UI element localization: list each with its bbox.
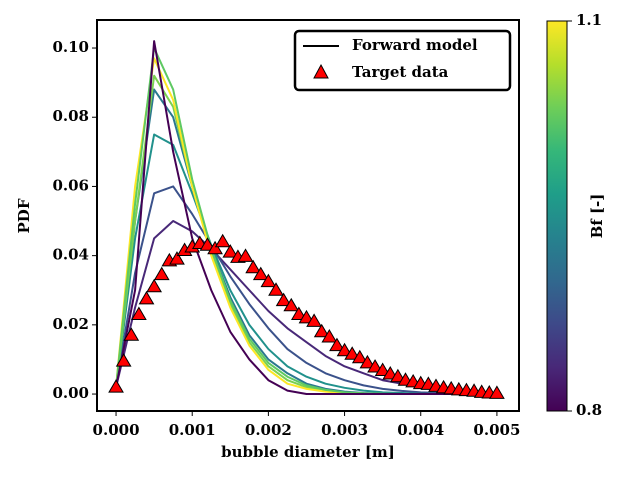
model-line [115,40,497,396]
legend-marker-swatch [313,63,329,79]
x-tick-label: 0.002 [245,421,292,439]
target-marker [252,266,269,281]
target-marker [344,346,361,360]
target-marker [146,278,163,293]
x-axis-label: bubble diameter [m] [221,443,395,461]
x-tick-label: 0.001 [169,421,216,439]
target-marker [283,297,300,312]
y-tick-label: 0.02 [52,315,89,333]
target-marker [374,362,391,377]
y-tick-label: 0.00 [52,384,89,402]
y-tick-label: 0.08 [52,107,89,125]
model-line [115,185,497,396]
x-tick-label: 0.004 [397,421,444,439]
legend-label: Target data [352,63,449,81]
y-tick-label: 0.06 [52,176,89,194]
target-marker [306,313,322,327]
plot-area [115,40,497,396]
target-marker [275,292,292,307]
target-marker [313,323,330,338]
legend: Forward model Target data [293,29,512,92]
target-marker [123,327,140,341]
colorbar-tick-label: 1.1 [576,11,602,29]
x-tick-label: 0.003 [321,421,368,439]
target-marker [207,240,223,255]
target-marker [153,266,170,281]
target-marker [199,237,216,251]
target-marker [245,259,262,274]
target-marker [115,353,132,367]
x-tick-label: 0.005 [473,421,520,439]
target-marker [214,233,231,248]
target-marker [131,306,147,320]
target-marker [351,349,368,364]
y-tick-label: 0.04 [52,246,89,264]
target-marker [367,359,383,373]
legend-box [293,29,512,92]
target-marker [222,244,239,258]
colorbar-label: Bf [-] [588,194,606,239]
model-line [115,220,497,395]
target-marker [390,368,406,383]
target-marker [329,337,345,352]
colorbar [546,20,568,412]
y-axis-label: PDF [15,198,33,233]
model-line [115,88,497,396]
target-marker [260,273,277,288]
target-marker [359,354,376,369]
target-marker [290,306,307,320]
target-marker [237,248,254,262]
target-marker [138,290,155,305]
colorbar-tick-label: 0.8 [576,401,602,419]
legend-label: Forward model [352,36,478,54]
target-marker [489,385,505,399]
target-marker [321,328,338,343]
x-tick-label: 0.000 [93,421,140,439]
y-tick-label: 0.10 [52,38,89,56]
target-marker [298,309,315,324]
target-marker [169,251,185,265]
axes-frame [96,19,520,412]
model-line [115,74,497,396]
target-marker [268,282,284,296]
target-marker [336,342,353,357]
target-marker [108,379,124,393]
